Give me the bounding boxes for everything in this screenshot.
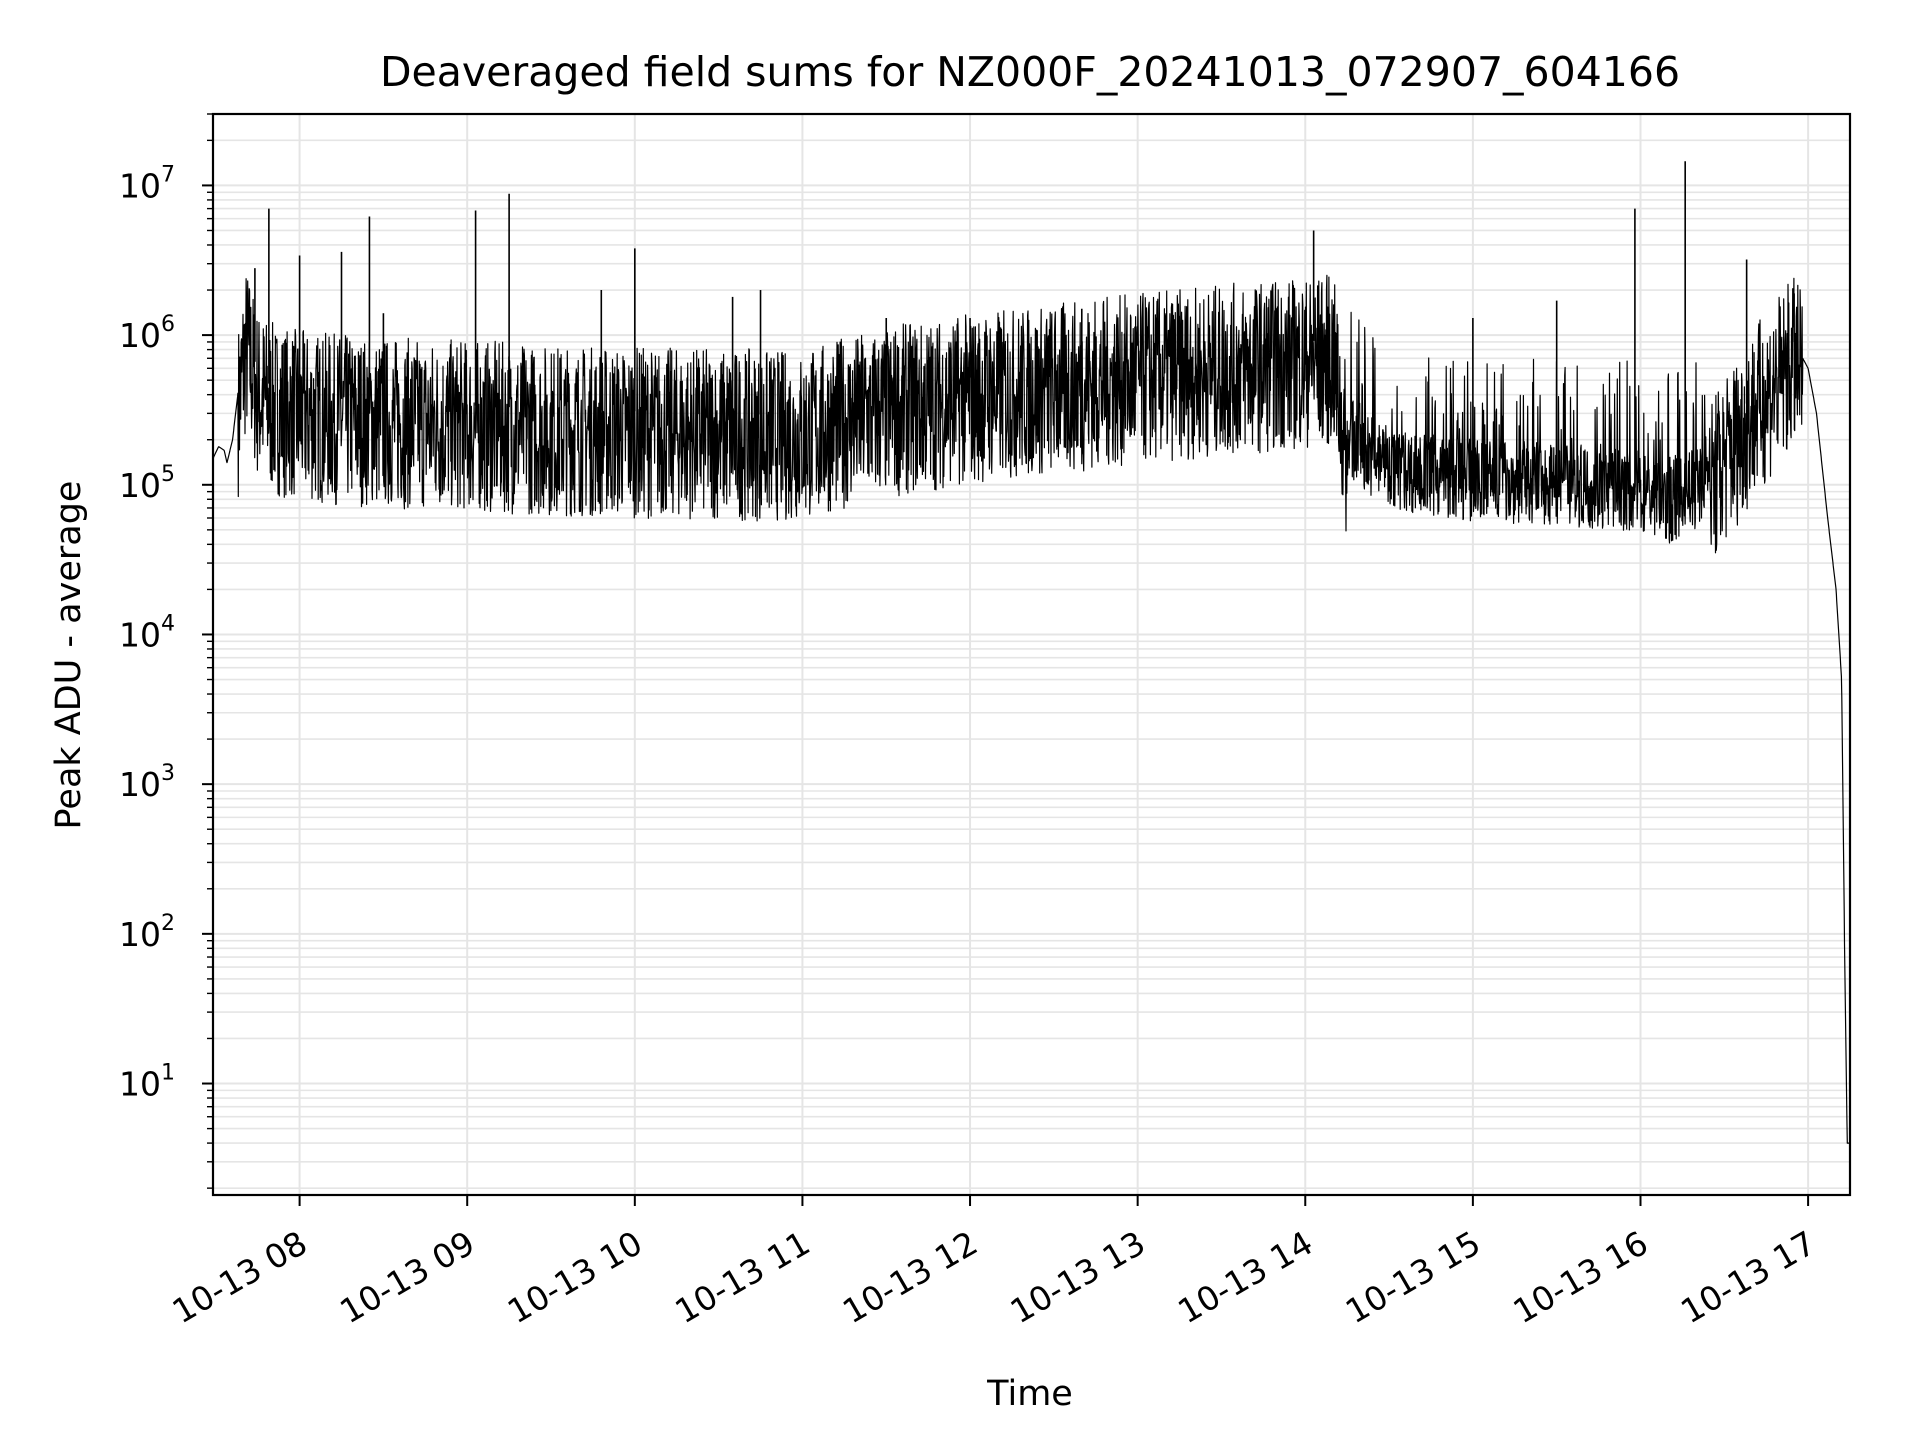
x-axis-title: Time [986, 1374, 1073, 1414]
y-tick-exponent: 7 [161, 162, 175, 187]
y-tick-exponent: 4 [161, 611, 175, 636]
y-tick-label: 106 [119, 312, 175, 355]
y-tick-exponent: 2 [161, 911, 175, 936]
y-tick-base: 10 [119, 765, 161, 804]
y-tick-label: 102 [119, 911, 175, 954]
plot-area [212, 161, 1851, 1144]
y-tick-exponent: 3 [161, 761, 175, 786]
y-tick-label: 103 [119, 761, 175, 804]
y-tick-exponent: 5 [161, 462, 175, 487]
y-tick-label: 105 [119, 462, 175, 505]
y-tick-label: 101 [119, 1061, 175, 1104]
series-line [212, 274, 1851, 1144]
axis-ticks [202, 113, 1810, 1206]
y-axis-title: Peak ADU - average [49, 481, 89, 830]
plot-frame [211, 112, 1852, 1197]
y-tick-exponent: 6 [161, 312, 175, 337]
y-tick-base: 10 [119, 615, 161, 654]
chart-title: Deaveraged field sums for NZ000F_2024101… [380, 48, 1680, 96]
y-tick-base: 10 [119, 1065, 161, 1104]
y-tick-base: 10 [119, 915, 161, 954]
y-tick-label: 107 [119, 162, 175, 205]
y-tick-base: 10 [119, 166, 161, 205]
y-tick-exponent: 1 [161, 1061, 175, 1086]
y-tick-base: 10 [119, 316, 161, 355]
y-tick-base: 10 [119, 466, 161, 505]
y-tick-label: 104 [119, 611, 175, 654]
